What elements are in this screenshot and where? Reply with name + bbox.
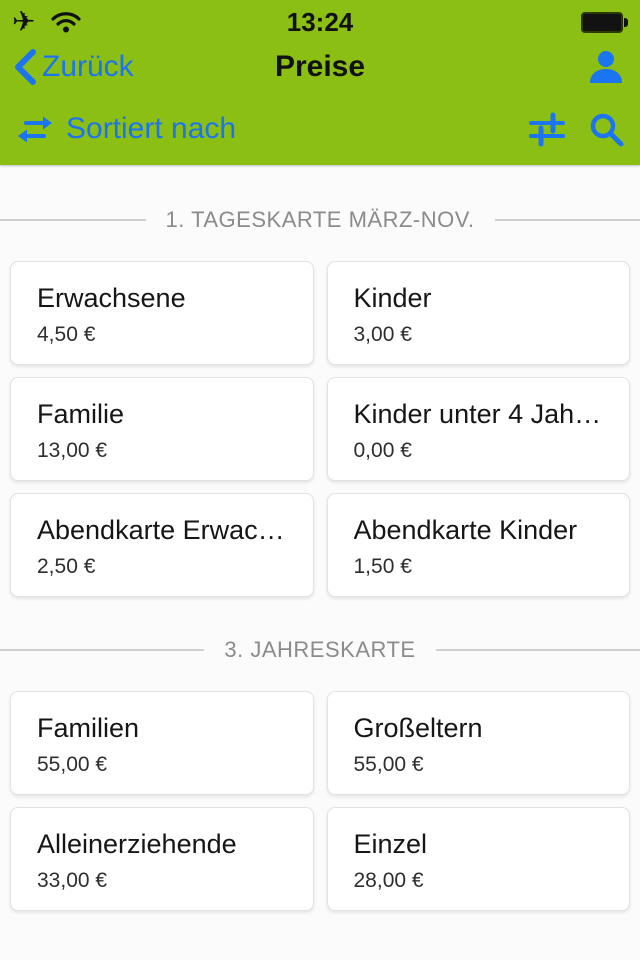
section-title: 1. TAGESKARTE MÄRZ-NOV. [165, 207, 475, 232]
section-header-tageskarte: 1. TAGESKARTE MÄRZ-NOV. [0, 207, 640, 233]
price-card-erwachsene[interactable]: Erwachsene 4,50 € [10, 261, 314, 365]
card-price: 4,50 € [37, 323, 96, 346]
airplane-mode-icon: ✈ [12, 6, 36, 37]
divider [494, 219, 640, 221]
back-label: Zurück [42, 49, 134, 83]
card-title: Einzel [353, 829, 428, 859]
card-title: Familien [37, 713, 140, 743]
card-title: Großeltern [353, 713, 483, 743]
search-icon [590, 113, 624, 147]
sort-bar-actions [528, 110, 624, 148]
price-card-familie[interactable]: Familie 13,00 € [10, 377, 314, 481]
price-card-abendkarte-kinder[interactable]: Abendkarte Kinder 1,50 € [326, 493, 630, 597]
card-price: 3,00 € [353, 323, 412, 346]
person-icon [586, 47, 626, 87]
header: ✈ 13:24 [0, 0, 640, 165]
card-price: 55,00 € [37, 753, 108, 776]
card-price: 0,00 € [353, 439, 412, 462]
price-card-alleinerziehende[interactable]: Alleinerziehende 33,00 € [10, 807, 314, 911]
card-title: Familie [37, 399, 125, 429]
price-list: 1. TAGESKARTE MÄRZ-NOV. Erwachsene 4,50 … [0, 165, 640, 911]
wifi-icon [51, 10, 82, 34]
card-price: 55,00 € [353, 753, 424, 776]
price-card-familien[interactable]: Familien 55,00 € [10, 691, 314, 795]
card-title: Kinder unter 4 Jah… [353, 399, 602, 429]
card-title: Abendkarte Erwac… [37, 515, 285, 545]
sort-bar: Sortiert nach [0, 93, 640, 165]
status-icons-left: ✈ [12, 4, 82, 37]
card-price: 33,00 € [37, 869, 108, 892]
card-title: Alleinerziehende [37, 829, 237, 859]
card-price: 13,00 € [37, 439, 108, 462]
card-price: 1,50 € [353, 555, 412, 578]
section-header-jahreskarte: 3. JAHRESKARTE [0, 637, 640, 663]
card-title: Kinder [353, 283, 432, 313]
card-grid-tageskarte: Erwachsene 4,50 € Kinder 3,00 € Familie … [0, 261, 640, 597]
card-price: 28,00 € [353, 869, 424, 892]
chevron-left-icon [14, 48, 36, 85]
page-title: Preise [274, 49, 366, 83]
battery-icon [581, 8, 628, 33]
divider [0, 649, 205, 651]
search-button[interactable] [588, 111, 624, 147]
nav-bar: Zurück Preise [0, 40, 640, 93]
price-card-einzel[interactable]: Einzel 28,00 € [326, 807, 630, 911]
card-grid-jahreskarte: Familien 55,00 € Großeltern 55,00 € Alle… [0, 691, 640, 911]
section-title: 3. JAHRESKARTE [224, 637, 416, 662]
divider [435, 649, 640, 651]
card-title: Abendkarte Kinder [353, 515, 578, 545]
status-time: 13:24 [286, 7, 354, 37]
price-card-grosseltern[interactable]: Großeltern 55,00 € [326, 691, 630, 795]
divider [0, 219, 146, 221]
card-price: 2,50 € [37, 555, 96, 578]
card-title: Erwachsene [37, 283, 186, 313]
price-card-kinder-unter-4[interactable]: Kinder unter 4 Jah… 0,00 € [326, 377, 630, 481]
sort-button[interactable]: Sortiert nach [16, 112, 236, 146]
swap-arrows-icon [16, 112, 54, 146]
price-card-kinder[interactable]: Kinder 3,00 € [326, 261, 630, 365]
sliders-icon [529, 112, 565, 147]
back-button[interactable]: Zurück [14, 48, 134, 85]
filter-sliders-button[interactable] [528, 110, 566, 148]
status-bar: ✈ 13:24 [0, 0, 640, 40]
profile-button[interactable] [586, 47, 626, 87]
price-card-abendkarte-erwachsene[interactable]: Abendkarte Erwac… 2,50 € [10, 493, 314, 597]
sort-label: Sortiert nach [66, 112, 237, 145]
